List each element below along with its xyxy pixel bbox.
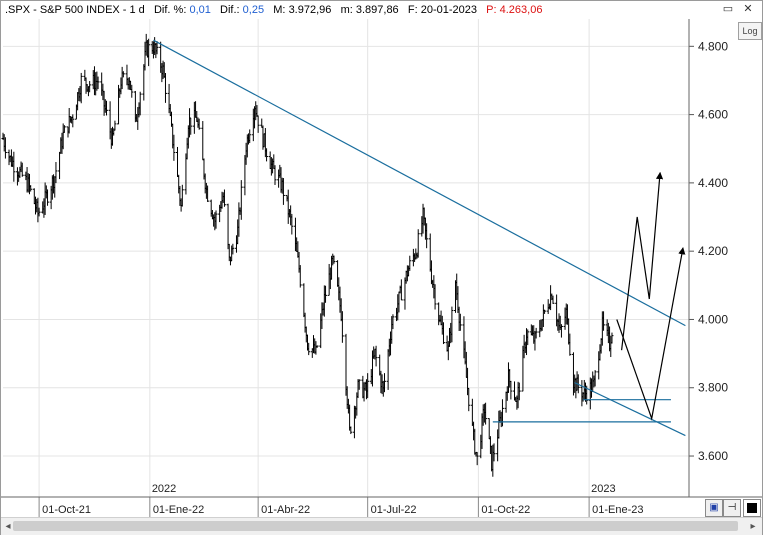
trendline [574, 382, 686, 437]
min-label: m: [340, 4, 353, 16]
window-controls: ▭ ✕ [722, 3, 756, 15]
date-label: F: [407, 4, 418, 16]
projection-path [616, 247, 686, 421]
y-tick-label: 4.800 [698, 39, 728, 53]
symbol-label: .SPX - S&P 500 INDEX - 1 d [5, 4, 145, 16]
log-scale-button[interactable]: Log [738, 22, 762, 40]
price-value: 4.263,06 [499, 4, 543, 16]
dif-pct-label: Dif. %: [153, 4, 187, 16]
y-tick-label: 4.400 [698, 176, 728, 190]
save-icon[interactable]: ▣ [705, 499, 723, 517]
scroll-left-icon[interactable]: ◂ [5, 521, 11, 532]
dif-value: 0,25 [242, 4, 265, 16]
dif-label: Dif.: [220, 4, 240, 16]
x-tick-label: 01-Oct-21 [42, 504, 91, 516]
y-tick-label: 4.600 [698, 108, 728, 122]
year-label: 2022 [152, 483, 176, 495]
scroll-thumb[interactable] [13, 521, 738, 531]
year-label: 2023 [591, 483, 615, 495]
dif-pct-value: 0,01 [189, 4, 211, 16]
y-tick-label: 3.600 [698, 449, 728, 463]
trendline [153, 39, 686, 327]
color-swatch [747, 503, 757, 513]
y-tick-label: 4.200 [698, 244, 728, 258]
x-tick-label: 01-Oct-22 [481, 504, 530, 516]
x-tick-label: 01-Ene-22 [153, 504, 204, 516]
date-value: 20-01-2023 [420, 4, 477, 16]
color-swatch-icon[interactable] [743, 499, 761, 517]
max-label: M: [273, 4, 286, 16]
close-icon[interactable]: ✕ [743, 3, 753, 15]
price-chart: 4.800 4.600 4.400 4.200 4.000 3.800 3.600 01-Oc… [1, 19, 762, 517]
min-value: 3.897,86 [355, 4, 399, 16]
horizontal-scrollbar[interactable]: ◂ ▸ [1, 517, 762, 535]
price-label: P: [486, 4, 497, 16]
scroll-right-icon[interactable]: ▸ [750, 521, 756, 532]
plot-area [3, 19, 689, 497]
projection-path [621, 171, 664, 351]
pin-icon[interactable]: ⊣ [723, 499, 741, 517]
y-tick-label: 4.000 [698, 312, 728, 326]
max-value: 3.972,96 [288, 4, 332, 16]
chart-header: .SPX - S&P 500 INDEX - 1 d Dif. %: 0,01 … [5, 4, 542, 16]
price-series [1, 33, 614, 477]
x-tick-label: 01-Abr-22 [261, 504, 310, 516]
x-tick-label: 01-Jul-22 [371, 504, 417, 516]
minimize-icon[interactable]: ▭ [722, 3, 734, 15]
y-tick-label: 3.800 [698, 381, 728, 395]
x-tick-label: 01-Ene-23 [592, 504, 643, 516]
